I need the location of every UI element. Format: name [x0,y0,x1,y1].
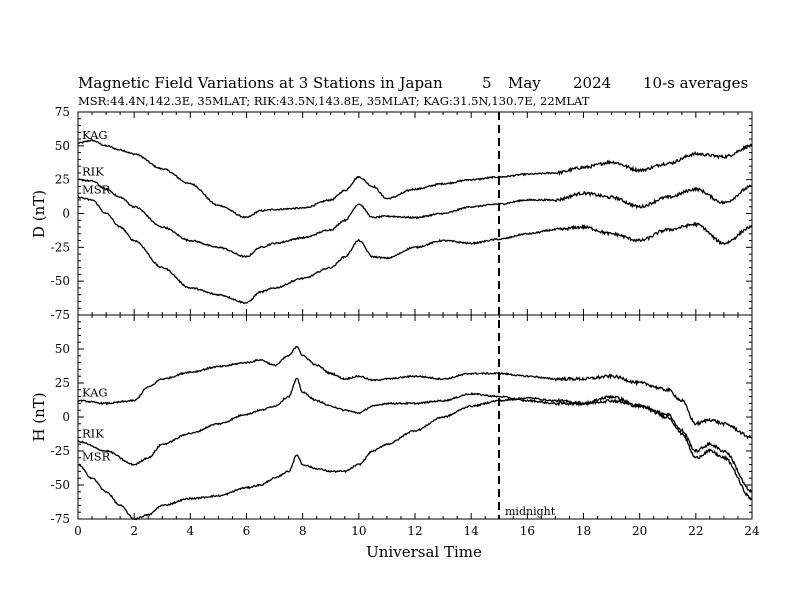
series-line-kag-bottom [77,345,753,440]
series-label-rik-top: RIK [82,165,104,179]
chart-subtitle: MSR:44.4N,142.3E, 35MLAT; RIK:43.5N,143.… [78,94,590,108]
y-tick-label: 0 [62,207,70,221]
y-tick-label: 75 [55,105,70,119]
y-tick-label: 50 [55,342,70,356]
y-tick-label: -50 [51,274,70,288]
y-tick-label: -75 [51,512,70,526]
x-tick-label: 14 [464,524,480,538]
panel-top-frame [77,111,753,316]
y-tick-label: 50 [55,139,70,153]
x-tick-label: 4 [187,524,195,538]
x-tick-label: 22 [688,524,703,538]
chart-averaging: 10-s averages [643,74,748,92]
x-tick-label: 0 [74,524,82,538]
y-tick-label: 25 [55,376,70,390]
x-tick-label: 16 [520,524,535,538]
y-tick-label: 0 [62,410,70,424]
chart-date-year: 2024 [573,74,611,92]
midnight-label: midnight [505,505,556,518]
series-line-rik-bottom [77,377,753,494]
panel-bottom-frame [77,314,753,520]
x-tick-label: 10 [351,524,366,538]
series-line-kag-top [77,139,753,219]
x-tick-label: 2 [130,524,138,538]
y-tick-label: 25 [55,173,70,187]
y-tick-label: -25 [51,240,70,254]
y-tick-label: -25 [51,444,70,458]
panel-bottom-ylabel: H (nT) [30,392,48,441]
panel-top-ylabel: D (nT) [30,190,48,238]
x-tick-label: 18 [576,524,591,538]
series-label-msr-bottom: MSR [82,450,111,464]
series-label-kag-bottom: KAG [82,386,108,400]
chart-title: Magnetic Field Variations at 3 Stations … [78,74,443,92]
chart-date-day: 5 [482,74,492,92]
series-line-msr-top [77,195,753,304]
x-tick-label: 8 [299,524,307,538]
series-label-rik-bottom: RIK [82,426,104,440]
series-line-msr-bottom [77,394,753,521]
y-tick-label: -50 [51,478,70,492]
series-layer [77,139,753,521]
x-tick-label: 12 [407,524,422,538]
series-label-msr-top: MSR [82,182,111,196]
series-label-kag-top: KAG [82,128,108,142]
y-tick-label: -75 [51,308,70,322]
x-tick-label: 24 [744,524,760,538]
x-tick-label: 20 [632,524,647,538]
series-line-rik-top [77,178,753,259]
x-tick-label: 6 [243,524,251,538]
chart-date-month: May [508,74,541,92]
series-labels-layer: KAG RIK MSR KAG RIK MSR [82,128,111,463]
x-axis-label: Universal Time [366,543,482,561]
